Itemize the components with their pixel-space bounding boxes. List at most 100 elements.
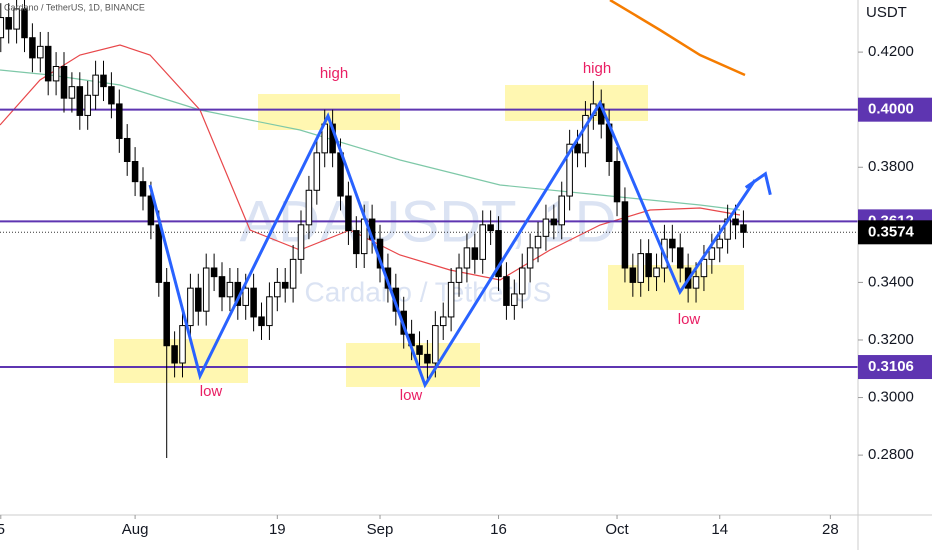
candle-body <box>29 37 36 59</box>
x-tick-label: Aug <box>122 521 149 538</box>
candle-body <box>740 224 747 233</box>
candle-body <box>495 230 502 278</box>
last-price-box <box>858 220 932 245</box>
candle-body <box>518 267 526 295</box>
candle-body <box>92 74 99 96</box>
moving-average <box>0 69 741 211</box>
candle-body <box>463 247 471 269</box>
x-tick-label: 5 <box>0 521 5 538</box>
candle-body <box>155 224 163 283</box>
candle-body <box>289 258 297 289</box>
level-label: 0.4000 <box>868 101 914 118</box>
candle-body <box>76 86 84 116</box>
candle-body <box>424 353 431 364</box>
candle-body <box>163 281 170 347</box>
candle-body <box>242 287 249 306</box>
candle-body <box>534 235 542 249</box>
candle-body <box>542 218 550 237</box>
candle-body <box>613 160 621 203</box>
candle-body <box>669 238 676 249</box>
candle-body <box>202 267 210 312</box>
x-tick-label: 19 <box>269 521 286 538</box>
candle-body <box>139 181 147 197</box>
candle-body <box>692 276 700 289</box>
candle-body <box>44 45 52 82</box>
candle-body <box>5 17 12 30</box>
candle-body <box>637 253 644 283</box>
level-label: 0.3106 <box>868 358 914 375</box>
candle-body <box>210 267 218 278</box>
candle-body <box>582 114 589 154</box>
annotation: low <box>200 383 223 400</box>
candle-body <box>550 218 558 226</box>
candle-body <box>13 8 20 30</box>
candle-body <box>708 247 716 260</box>
candle-body <box>131 160 139 183</box>
candle-body <box>487 224 494 232</box>
candle-body <box>416 345 423 355</box>
candle-body <box>676 247 684 269</box>
candle-body <box>716 238 724 249</box>
x-tick-label: Sep <box>367 521 394 538</box>
candle-body <box>574 143 581 154</box>
candle-body <box>653 267 660 278</box>
y-tick-label: 0.3400 <box>868 273 914 290</box>
candle-body <box>447 281 455 318</box>
candle-body <box>645 253 652 278</box>
candle-body <box>0 17 5 39</box>
candle-body <box>108 86 115 105</box>
y-tick-label: 0.3200 <box>868 331 914 348</box>
chart-title: Cardano / TetherUS, 1D, BINANCE <box>4 2 145 12</box>
candle-body <box>281 281 289 289</box>
candle-body <box>629 267 637 283</box>
candle-body <box>171 345 178 364</box>
moving-average <box>609 0 746 77</box>
annotation: high <box>583 60 611 77</box>
candle-body <box>147 195 155 226</box>
pattern <box>148 99 772 389</box>
main-layer <box>0 0 858 459</box>
level-label-box <box>858 97 932 122</box>
highlight-box <box>505 85 648 121</box>
highlight-box <box>608 265 744 310</box>
candle-body <box>700 258 708 278</box>
level-label-box <box>858 355 932 380</box>
candle-body <box>68 86 76 99</box>
candle-body <box>305 189 313 226</box>
candle-body <box>195 287 202 312</box>
candle-body <box>187 287 194 327</box>
x-tick-label: 16 <box>490 521 507 538</box>
y-tick-label: 0.2800 <box>868 446 914 463</box>
candle-body <box>439 316 447 327</box>
candle-body <box>732 218 739 226</box>
candle-body <box>116 103 123 139</box>
x-tick-label: 28 <box>822 521 839 538</box>
candle-body <box>471 247 479 260</box>
annotation: high <box>320 65 348 82</box>
annotation: low <box>400 387 423 404</box>
candle-body <box>511 293 518 306</box>
candle-body <box>479 224 486 260</box>
candle-body <box>345 195 352 232</box>
candle-body <box>21 8 28 39</box>
candle-body <box>37 45 44 59</box>
candle-body <box>266 296 273 327</box>
candle-body <box>60 65 68 99</box>
candle-body <box>100 74 107 88</box>
candle-body <box>455 267 463 283</box>
candle-body <box>566 143 573 197</box>
candle-body <box>353 230 360 255</box>
candle-body <box>226 281 234 298</box>
candle-body <box>313 152 321 191</box>
candle-body <box>558 195 565 226</box>
candle-body <box>179 325 186 364</box>
last-price-label: 0.3574 <box>868 223 915 240</box>
candle-body <box>123 137 131 162</box>
y-tick-label: 0.3800 <box>868 158 914 175</box>
highlight-box <box>258 94 400 130</box>
candle-body <box>218 276 226 298</box>
y-tick-label: 0.4200 <box>868 43 914 60</box>
